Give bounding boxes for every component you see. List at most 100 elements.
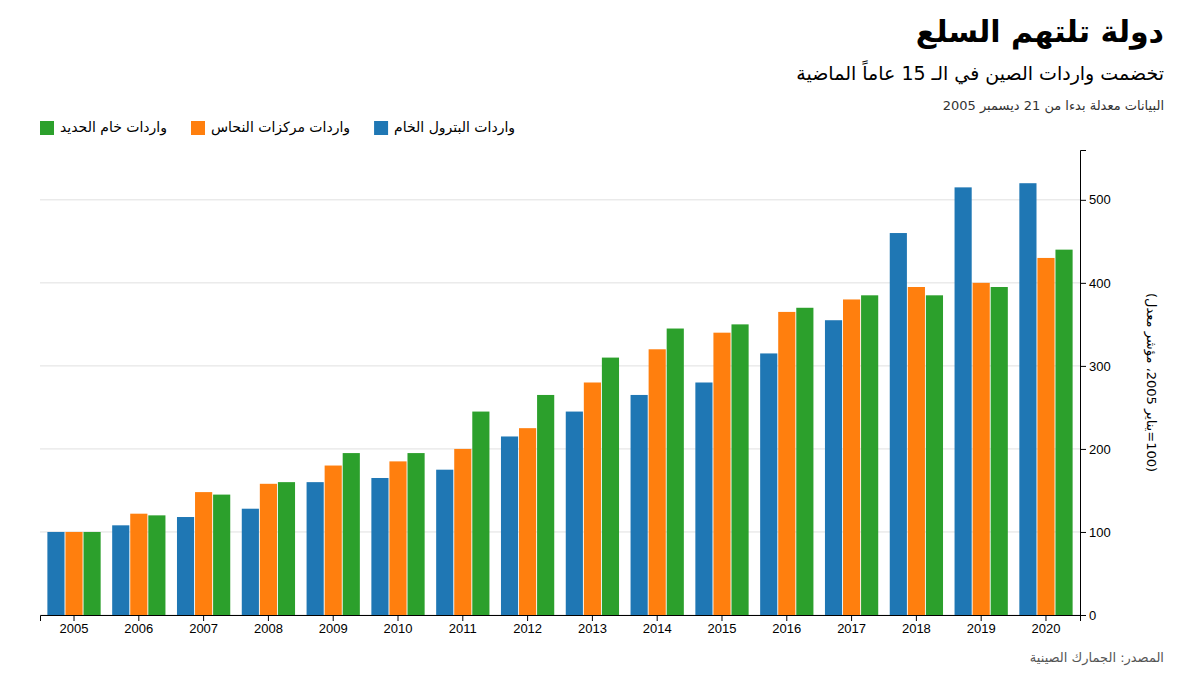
legend-item: واردات البترول الخام xyxy=(374,119,515,136)
bar xyxy=(908,287,925,615)
bar xyxy=(1055,250,1072,615)
plot: 2005 2006 2007 2008 2009 2010 2011 2012 2013 2014… xyxy=(40,151,1111,637)
x-tick-label: 2017 xyxy=(837,621,866,636)
bar xyxy=(1019,183,1036,615)
bar xyxy=(278,482,295,615)
bar xyxy=(713,333,730,615)
x-tick: 2018 xyxy=(902,615,931,636)
bar xyxy=(584,383,601,616)
y-tick-label: 400 xyxy=(1089,276,1111,291)
bar xyxy=(501,436,518,615)
y-tick-mark xyxy=(1080,200,1086,201)
series xyxy=(47,183,1036,615)
x-tick: 2019 xyxy=(967,615,996,636)
x-tick-mark xyxy=(786,615,787,621)
x-tick: 2016 xyxy=(772,615,801,636)
y-tick: 500 xyxy=(1080,192,1111,207)
bar xyxy=(371,478,388,615)
series xyxy=(83,250,1072,615)
x-tick: 2008 xyxy=(254,615,283,636)
x-tick-mark xyxy=(981,615,982,621)
x-tick-label: 2014 xyxy=(643,621,672,636)
bar xyxy=(991,287,1008,615)
bar xyxy=(537,395,554,615)
bar xyxy=(566,412,583,615)
x-axis: 2005 2006 2007 2008 2009 2010 2011 2012 2013 2014… xyxy=(41,615,1081,636)
x-tick-mark xyxy=(851,615,852,621)
x-tick-mark xyxy=(462,615,463,621)
x-tick-mark xyxy=(1045,615,1046,621)
grid-line xyxy=(40,282,1080,283)
bar xyxy=(973,283,990,615)
legend-item: واردات مركزات النحاس xyxy=(191,119,350,136)
x-tick-mark xyxy=(398,615,399,621)
x-tick-mark xyxy=(138,615,139,621)
x-tick-mark xyxy=(203,615,204,621)
bar xyxy=(731,324,748,615)
bar xyxy=(436,470,453,615)
legend-item: واردات خام الحديد xyxy=(40,119,167,136)
bar xyxy=(242,509,259,615)
y-tick-mark xyxy=(1080,366,1086,367)
y-tick: 300 xyxy=(1080,359,1111,374)
x-tick-mark xyxy=(721,615,722,621)
bar xyxy=(843,299,860,615)
x-tick: 2012 xyxy=(513,615,542,636)
chart: 2005 2006 2007 2008 2009 2010 2011 2012 2013 2014… xyxy=(0,0,1200,675)
x-tick: 2020 xyxy=(1032,615,1061,636)
x-tick-label: 2013 xyxy=(578,621,607,636)
bar xyxy=(796,308,813,615)
annotation: البيانات معدلة بدءا من 21 ديسمبر 2005 xyxy=(943,98,1164,113)
x-tick-mark xyxy=(916,615,917,621)
x-tick-mark xyxy=(333,615,334,621)
bar xyxy=(148,515,165,615)
bar xyxy=(177,517,194,615)
x-tick-label: 2016 xyxy=(772,621,801,636)
x-tick-label: 2018 xyxy=(902,621,931,636)
legend-swatch xyxy=(191,121,205,135)
bar xyxy=(407,453,424,615)
bars xyxy=(47,183,1072,615)
grid xyxy=(40,200,1080,615)
x-tick: 2013 xyxy=(578,615,607,636)
x-tick-label: 2006 xyxy=(124,621,153,636)
subtitle: تخضمت واردات الصين في الـ 15 عاماً الماض… xyxy=(796,62,1164,84)
x-tick: 2005 xyxy=(60,615,89,636)
x-tick-label: 2019 xyxy=(967,621,996,636)
bar xyxy=(1037,258,1054,615)
y-tick: 400 xyxy=(1080,276,1111,291)
x-tick-mark xyxy=(592,615,593,621)
bar xyxy=(631,395,648,615)
bar xyxy=(47,532,64,615)
bar xyxy=(389,461,406,615)
y-tick-mark xyxy=(1080,615,1086,616)
series xyxy=(65,258,1054,615)
y-tick: 200 xyxy=(1080,442,1111,457)
x-tick-label: 2012 xyxy=(513,621,542,636)
y-axis-title: (100=يناير 2005، مؤشر معدل) xyxy=(1143,293,1159,472)
bar xyxy=(112,525,129,615)
x-tick-mark xyxy=(657,615,658,621)
y-tick-mark xyxy=(1080,532,1086,533)
y-axis: 0100200300400500 xyxy=(1080,151,1111,623)
x-tick: 2011 xyxy=(449,615,477,636)
bar xyxy=(454,449,471,615)
bar xyxy=(260,484,277,615)
bar xyxy=(695,383,712,616)
x-tick: 2007 xyxy=(189,615,218,636)
y-tick-mark xyxy=(1080,449,1086,450)
x-tick-label: 2011 xyxy=(449,621,477,636)
legend-label: واردات مركزات النحاس xyxy=(211,119,350,136)
x-tick-label: 2009 xyxy=(319,621,348,636)
x-tick-label: 2010 xyxy=(384,621,413,636)
x-tick-label: 2007 xyxy=(189,621,218,636)
y-tick-label: 0 xyxy=(1089,608,1096,623)
legend-swatch xyxy=(374,121,388,135)
bar xyxy=(602,358,619,615)
bar xyxy=(760,353,777,615)
y-tick: 0 xyxy=(1080,608,1096,623)
bar xyxy=(325,466,342,615)
legend-label: واردات البترول الخام xyxy=(394,119,515,136)
bar xyxy=(130,514,147,615)
bar xyxy=(825,320,842,615)
